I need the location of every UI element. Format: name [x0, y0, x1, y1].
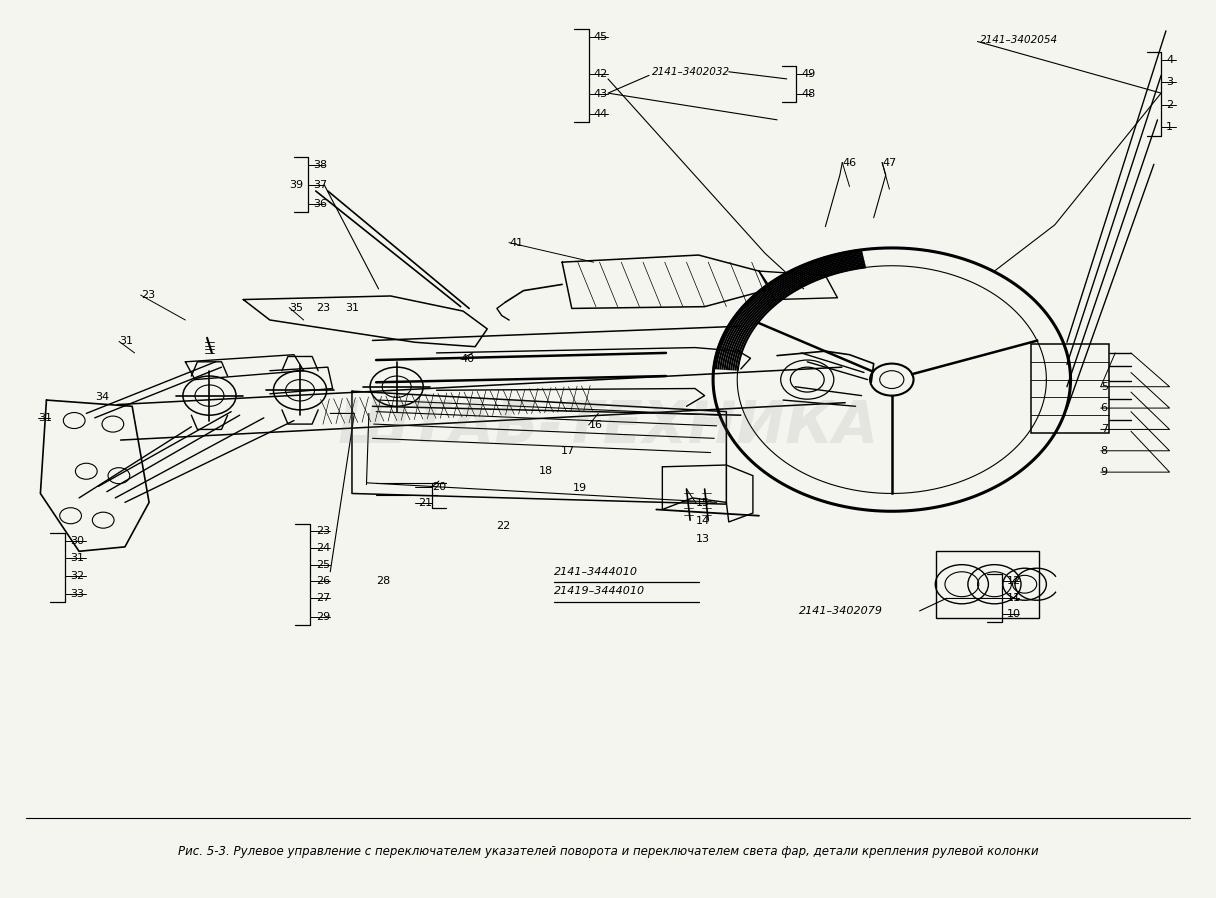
Text: 33: 33	[71, 589, 85, 599]
Text: 16: 16	[589, 420, 603, 430]
Text: 41: 41	[510, 238, 523, 248]
Bar	[1031, 344, 1109, 433]
Text: 2141–3444010: 2141–3444010	[553, 567, 637, 577]
Text: 48: 48	[801, 89, 816, 99]
Text: 11: 11	[1007, 593, 1020, 603]
Text: 10: 10	[1007, 610, 1020, 620]
Text: 3: 3	[1166, 77, 1173, 87]
Text: 32: 32	[71, 571, 85, 581]
Text: 37: 37	[314, 180, 327, 189]
Text: 12: 12	[1007, 576, 1020, 585]
Text: ШТАБ-ТЕХНИКА: ШТАБ-ТЕХНИКА	[337, 398, 879, 455]
Text: 35: 35	[289, 303, 303, 313]
Text: 31: 31	[119, 337, 133, 347]
Text: 22: 22	[496, 522, 510, 532]
Text: 38: 38	[314, 160, 327, 171]
Text: 9: 9	[1100, 467, 1108, 477]
Text: 4: 4	[1166, 55, 1173, 66]
Text: 42: 42	[593, 69, 608, 79]
Text: 27: 27	[316, 593, 330, 603]
Text: 21419–3444010: 21419–3444010	[553, 586, 644, 596]
Text: 23: 23	[316, 303, 330, 313]
Text: 2141–3402054: 2141–3402054	[980, 35, 1058, 45]
Text: 46: 46	[843, 157, 856, 168]
Text: 23: 23	[141, 290, 154, 300]
Text: Рис. 5-3. Рулевое управление с переключателем указателей поворота и переключател: Рис. 5-3. Рулевое управление с переключа…	[178, 845, 1038, 858]
Text: 1: 1	[1166, 122, 1173, 132]
Text: 21: 21	[418, 498, 433, 508]
Text: 24: 24	[316, 542, 330, 553]
Text: 15: 15	[696, 498, 710, 508]
Text: 13: 13	[696, 533, 710, 544]
Text: 45: 45	[593, 32, 608, 42]
Text: 19: 19	[573, 483, 587, 493]
Text: 20: 20	[432, 482, 446, 492]
Text: 36: 36	[314, 199, 327, 209]
Text: 6: 6	[1100, 403, 1108, 413]
Text: 49: 49	[801, 69, 816, 79]
Text: 23: 23	[316, 526, 330, 536]
Bar	[936, 551, 1040, 618]
Text: 17: 17	[561, 445, 575, 456]
Text: 28: 28	[376, 576, 390, 585]
Text: 47: 47	[882, 157, 896, 168]
Text: 14: 14	[696, 516, 710, 526]
Text: 44: 44	[593, 109, 608, 119]
Text: 2141–3402032: 2141–3402032	[652, 66, 730, 77]
Text: 34: 34	[95, 392, 109, 402]
Text: 31: 31	[344, 303, 359, 313]
Text: 31: 31	[38, 413, 52, 423]
Text: 31: 31	[71, 553, 85, 563]
Text: 26: 26	[316, 576, 330, 585]
Text: 25: 25	[316, 559, 330, 569]
Text: 2: 2	[1166, 100, 1173, 110]
Text: 43: 43	[593, 89, 608, 99]
Text: 30: 30	[71, 535, 85, 546]
Text: 5: 5	[1100, 382, 1108, 392]
Text: 29: 29	[316, 612, 330, 622]
Text: 7: 7	[1100, 425, 1108, 435]
Text: 40: 40	[461, 354, 474, 365]
Text: 18: 18	[539, 466, 553, 476]
Text: 39: 39	[289, 180, 303, 189]
Text: 2141–3402079: 2141–3402079	[799, 606, 883, 616]
Text: 8: 8	[1100, 445, 1108, 456]
